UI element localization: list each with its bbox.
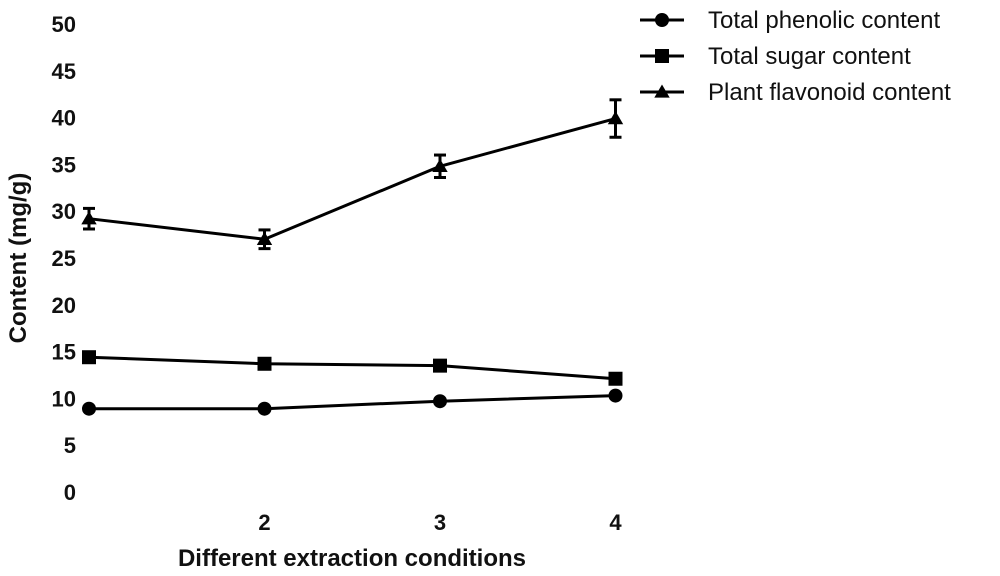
data-point-square [257, 356, 272, 371]
series-line [89, 394, 616, 411]
series-total-phenolic-content [82, 388, 623, 416]
data-point-triangle [81, 211, 97, 225]
y-tick-label: 0 [64, 480, 76, 505]
series-line [88, 355, 616, 381]
plot-area [81, 98, 624, 416]
y-tick-label: 25 [52, 246, 76, 271]
y-tick-label: 35 [52, 152, 76, 177]
legend-label: Total sugar content [708, 43, 911, 70]
legend: Total phenolic content Total sugar conten… [640, 7, 951, 106]
x-axis-title: Different extraction conditions [178, 545, 526, 572]
data-point-circle [608, 388, 623, 403]
y-tick-label: 15 [52, 340, 76, 365]
data-point-triangle [432, 158, 448, 172]
series-line [88, 117, 616, 241]
y-axis-title: Content (mg/g) [5, 173, 32, 344]
legend-item: Plant flavonoid content [640, 79, 951, 106]
x-tick-label: 3 [434, 510, 446, 535]
data-point-triangle [256, 231, 273, 245]
legend-marker-square [655, 49, 669, 63]
y-axis-ticks: 0 5 10 15 20 25 30 35 40 45 50 [52, 12, 76, 505]
data-point-square [433, 358, 447, 373]
x-tick-label: 2 [258, 510, 270, 535]
y-tick-label: 45 [52, 59, 76, 84]
series-plant-flavonoid-content [81, 98, 624, 251]
legend-marker-triangle [654, 84, 670, 98]
y-tick-label: 50 [52, 12, 76, 37]
series-total-sugar-content [82, 350, 623, 386]
data-point-triangle [607, 110, 624, 125]
y-tick-label: 20 [52, 293, 76, 318]
y-tick-label: 10 [52, 386, 76, 411]
y-tick-label: 5 [64, 433, 76, 458]
y-tick-label: 40 [52, 106, 76, 131]
legend-item: Total sugar content [640, 43, 911, 70]
data-point-square [608, 371, 623, 386]
data-point-circle [433, 394, 447, 409]
x-axis-ticks: 2 3 4 [258, 510, 622, 535]
data-point-circle [257, 401, 272, 416]
y-tick-label: 30 [52, 199, 76, 224]
legend-label: Total phenolic content [708, 7, 940, 34]
legend-marker-circle [655, 13, 669, 27]
data-point-square [82, 350, 96, 365]
data-point-circle [82, 401, 96, 416]
legend-item: Total phenolic content [640, 7, 940, 34]
x-tick-label: 4 [609, 510, 622, 535]
legend-label: Plant flavonoid content [708, 79, 951, 106]
